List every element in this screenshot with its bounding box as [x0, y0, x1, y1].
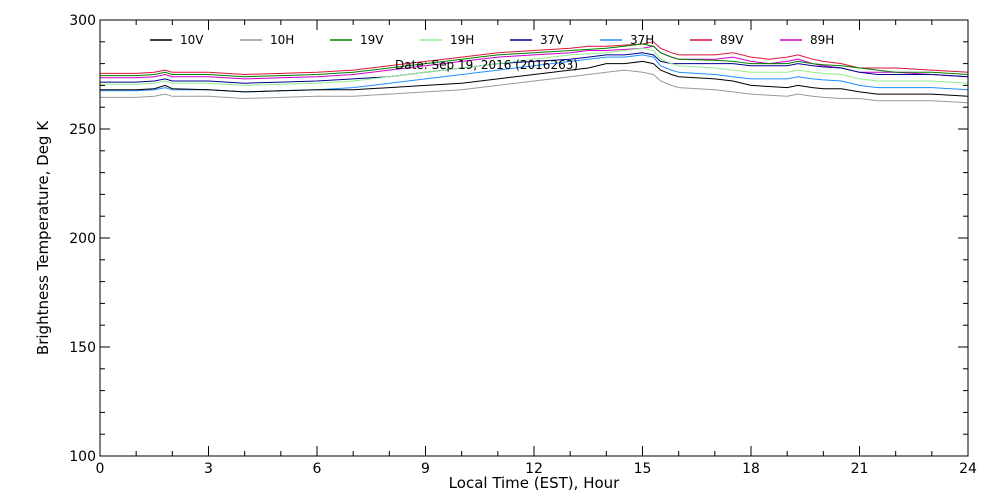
legend: 10V 10H 19V 19H 37V 37H 89V 89H	[150, 33, 834, 47]
series-line-89v	[100, 41, 969, 76]
legend-label-89v: 89V	[720, 33, 744, 47]
y-tick-label: 100	[69, 449, 96, 465]
legend-label-10h: 10H	[270, 33, 294, 47]
y-tick-label: 200	[69, 231, 96, 247]
legend-label-19v: 19V	[360, 33, 384, 47]
series-line-19h	[100, 47, 969, 86]
x-tick-label: 15	[634, 461, 652, 477]
x-tick-label: 21	[851, 461, 869, 477]
plot-frame	[99, 19, 969, 457]
x-tick-label: 9	[421, 461, 430, 477]
y-tick-label: 250	[69, 122, 96, 138]
tick-labels: 0 3 6 9 12 15 18 21 24 100 150 200 250 300	[69, 13, 977, 477]
legend-label-89h: 89H	[810, 33, 834, 47]
x-axis-title: Local Time (EST), Hour	[449, 474, 620, 492]
series-line-19v	[100, 43, 969, 78]
series-lines	[100, 41, 969, 104]
series-line-10h	[100, 69, 969, 104]
date-annotation: Date: Sep 19, 2016 (2016263)	[395, 58, 578, 72]
legend-label-37h: 37H	[630, 33, 654, 47]
x-tick-label: 0	[96, 461, 105, 477]
y-tick-label: 150	[69, 340, 96, 356]
x-tick-label: 12	[525, 461, 543, 477]
tick-marks	[99, 19, 969, 457]
series-line-10v	[100, 60, 969, 97]
series-line-37v	[100, 52, 969, 84]
x-tick-label: 24	[959, 461, 977, 477]
y-axis-title: Brightness Temperature, Deg K	[34, 120, 52, 355]
x-tick-label: 3	[204, 461, 213, 477]
legend-label-37v: 37V	[540, 33, 564, 47]
series-line-89h	[100, 45, 969, 80]
x-tick-label: 6	[313, 461, 322, 477]
legend-label-19h: 19H	[450, 33, 474, 47]
x-tick-label: 18	[742, 461, 760, 477]
legend-label-10v: 10V	[180, 33, 204, 47]
y-tick-label: 300	[69, 13, 96, 29]
